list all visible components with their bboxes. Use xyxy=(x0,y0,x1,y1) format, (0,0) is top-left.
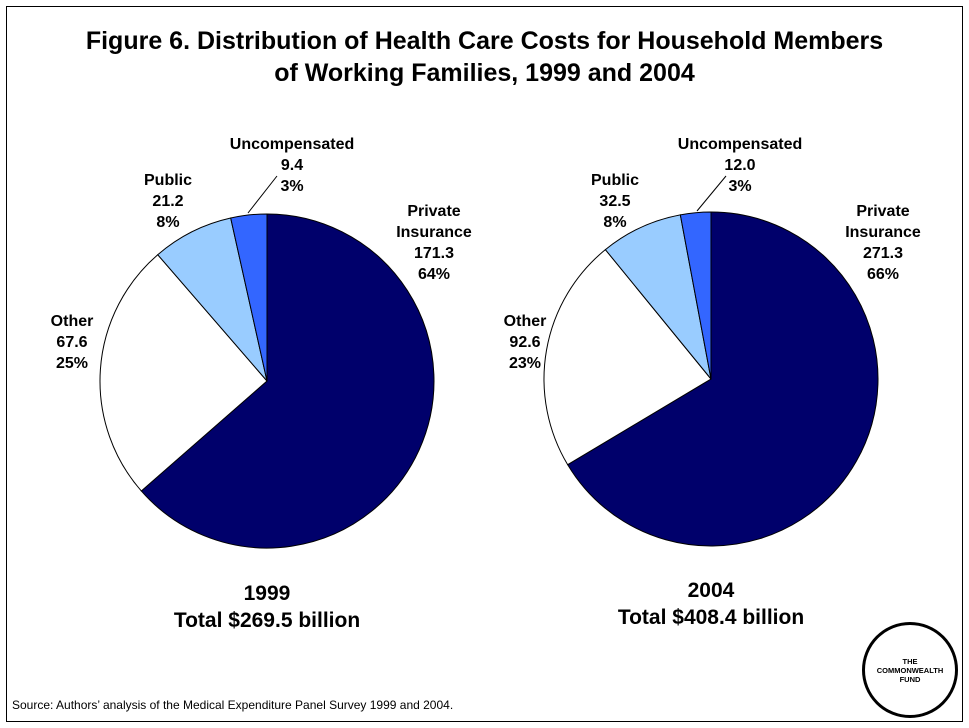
pie-1999-slice-private xyxy=(140,213,435,549)
pie-2004-slice-private xyxy=(566,211,879,547)
label-1999-uncompensated: Uncompensated 9.4 3% xyxy=(229,136,355,195)
label-2004-uncompensated: Uncompensated 12.0 3% xyxy=(677,136,803,195)
pie-1999-slice-uncompensated xyxy=(230,213,268,382)
caption-1999-total: Total $269.5 billion xyxy=(173,609,361,632)
label-2004-public: Public 32.5 8% xyxy=(590,172,640,231)
title-line-1: Figure 6. Distribution of Health Care Co… xyxy=(85,27,884,55)
pie-2004-slice-uncompensated xyxy=(679,211,712,380)
label-1999-private: Private Insurance 171.3 64% xyxy=(396,203,472,283)
logo-line-3: FUND xyxy=(899,674,921,684)
pie-1999-slice-other xyxy=(99,254,268,492)
chart-title: Figure 6. Distribution of Health Care Co… xyxy=(0,25,969,89)
title-line-2: of Working Families, 1999 and 2004 xyxy=(274,59,695,87)
figure-frame xyxy=(6,6,963,722)
label-1999-public: Public 21.2 8% xyxy=(143,172,193,231)
caption-2004-year: 2004 xyxy=(687,579,735,602)
pie-2004-leader-line xyxy=(696,175,727,212)
logo-line-1: THE xyxy=(902,656,918,666)
label-1999-other: Other 67.6 25% xyxy=(50,313,94,372)
label-2004-other: Other 92.6 23% xyxy=(503,313,547,372)
caption-1999: 1999 Total $269.5 billion xyxy=(174,580,360,634)
logo-line-2: COMMONWEALTH xyxy=(876,665,944,675)
caption-1999-year: 1999 xyxy=(243,582,291,605)
pie-1999-leader-line xyxy=(247,175,278,214)
caption-2004-total: Total $408.4 billion xyxy=(617,606,805,629)
label-2004-private: Private Insurance 271.3 66% xyxy=(845,203,921,283)
commonwealth-fund-logo: THE COMMONWEALTH FUND xyxy=(862,622,958,718)
caption-2004: 2004 Total $408.4 billion xyxy=(618,577,804,631)
pie-2004-slice-other xyxy=(543,248,712,466)
source-note: Source: Authors’ analysis of the Medical… xyxy=(12,698,454,712)
